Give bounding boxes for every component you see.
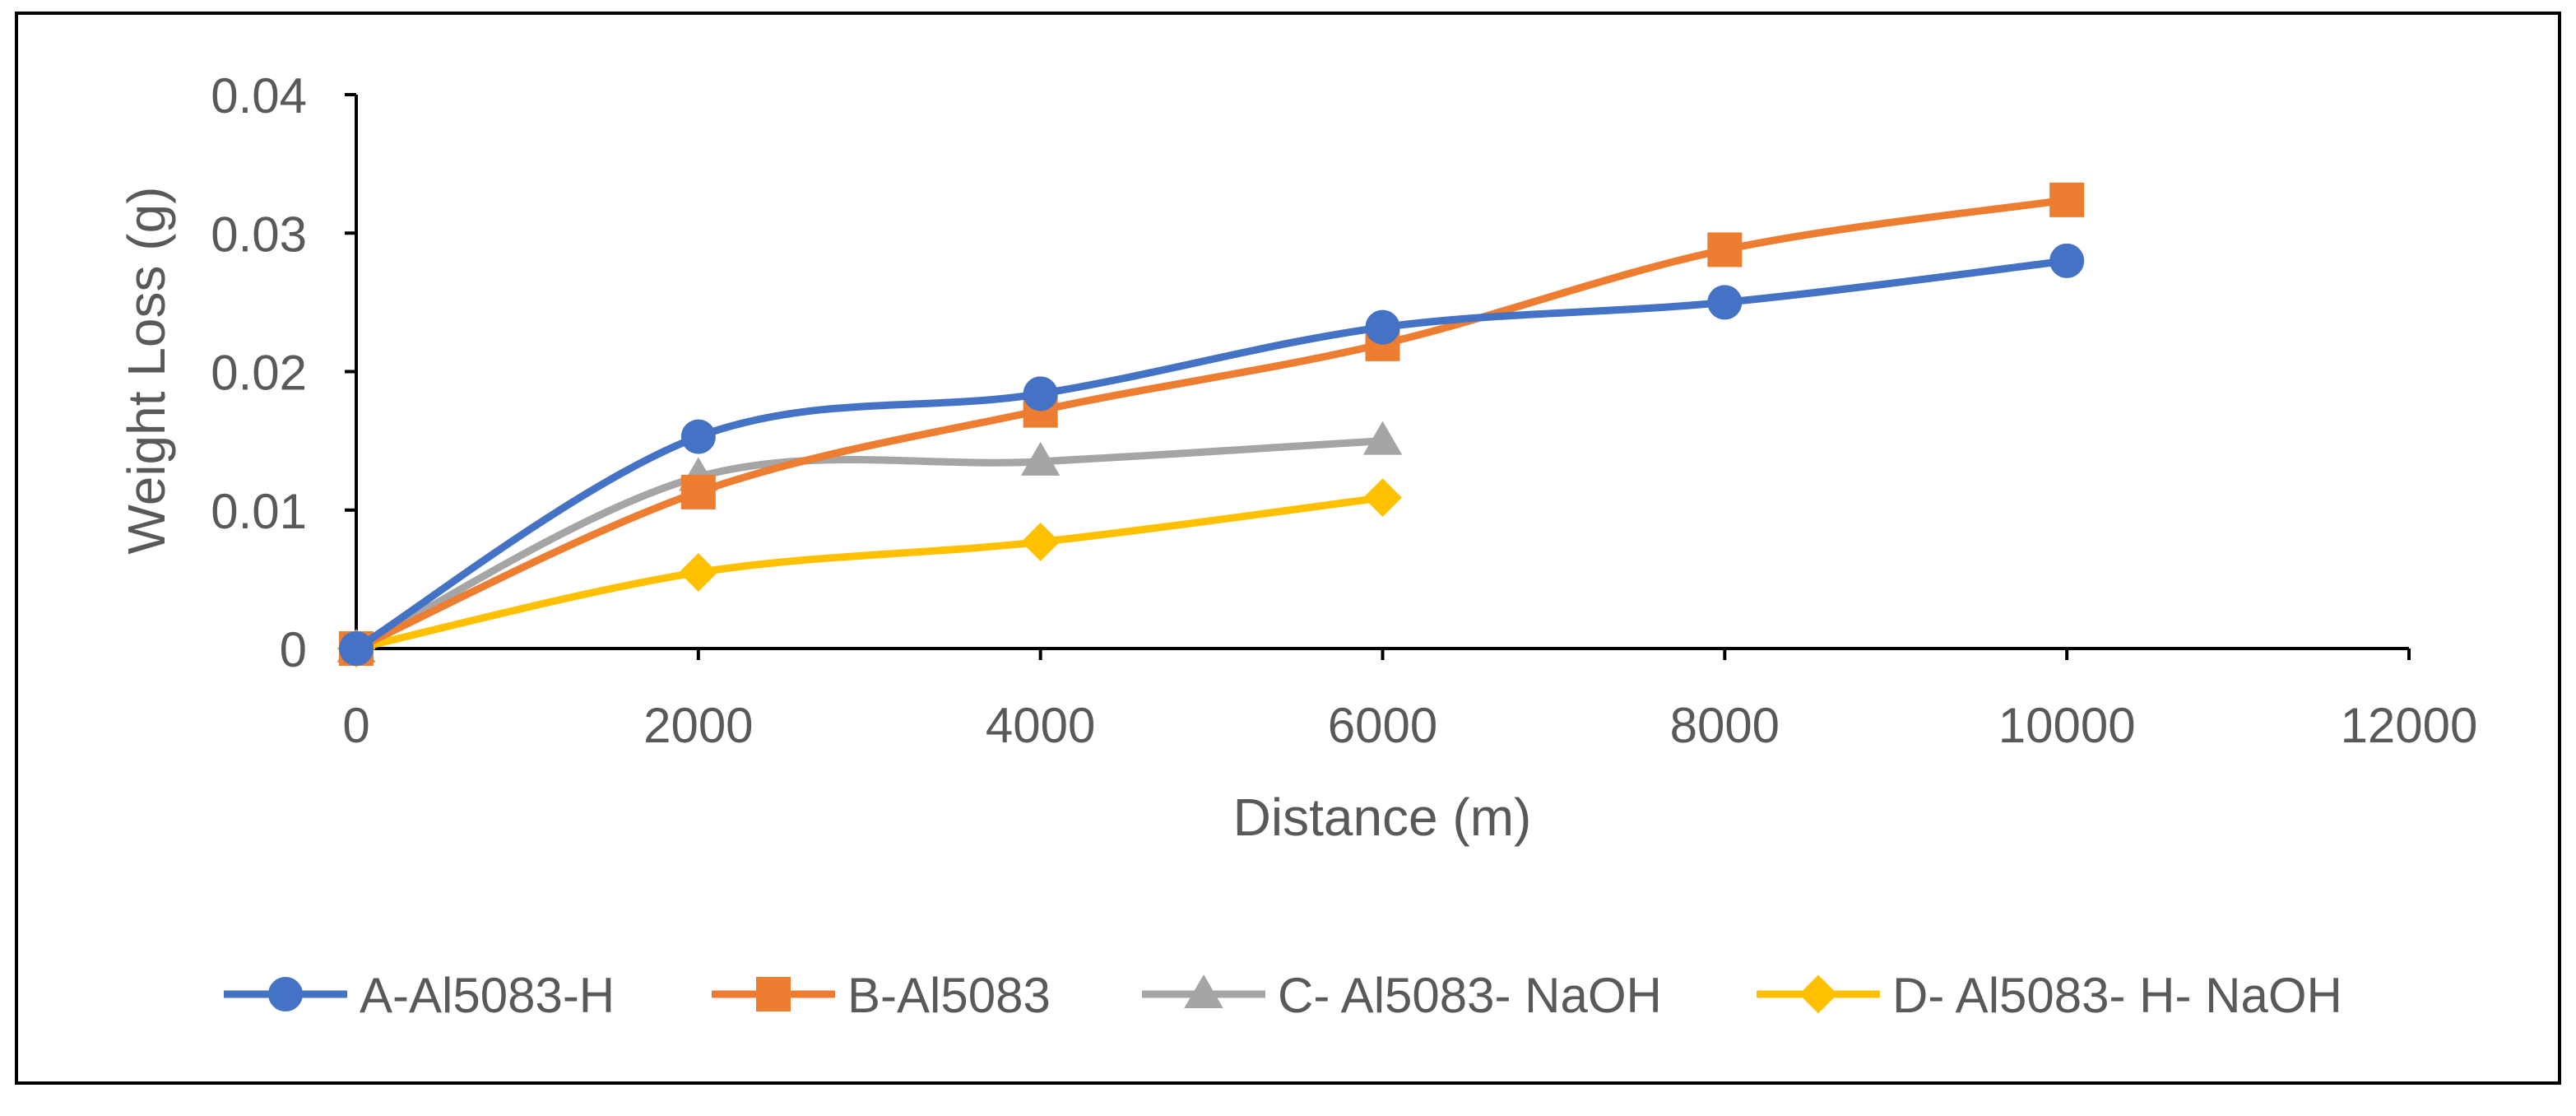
data-point xyxy=(1021,523,1061,561)
legend-marker xyxy=(1799,974,1838,1014)
data-point xyxy=(1363,478,1402,518)
data-point xyxy=(1362,421,1403,455)
x-tick-label: 2000 xyxy=(643,698,753,753)
data-point xyxy=(2049,243,2085,278)
x-tick-label: 12000 xyxy=(2341,698,2478,753)
data-point xyxy=(680,474,716,509)
x-tick-label: 4000 xyxy=(986,698,1095,753)
y-axis-label: Weight Loss (g) xyxy=(117,187,176,555)
legend-marker xyxy=(756,977,791,1011)
y-tick-label: 0.02 xyxy=(211,346,307,401)
data-point xyxy=(680,419,716,454)
data-point xyxy=(679,553,718,592)
data-point xyxy=(2049,182,2085,217)
outer-border xyxy=(15,12,2561,1085)
legend-marker xyxy=(1184,974,1223,1008)
legend-label: C- Al5083- NaOH xyxy=(1278,968,1662,1023)
series-line xyxy=(352,437,1386,653)
data-point xyxy=(1365,309,1400,345)
y-tick-label: 0.03 xyxy=(211,207,307,262)
x-tick-label: 10000 xyxy=(1998,698,2136,753)
series-line xyxy=(352,494,1386,653)
x-tick-label: 0 xyxy=(342,698,369,753)
x-axis-label: Distance (m) xyxy=(1233,788,1532,847)
legend-entry: A-Al5083-H xyxy=(224,968,615,1023)
y-tick-label: 0.04 xyxy=(211,68,307,123)
legend-entry: D- Al5083- H- NaOH xyxy=(1757,968,2342,1023)
data-point xyxy=(1707,232,1743,267)
x-tick-label: 8000 xyxy=(1670,698,1780,753)
y-tick-label: 0.01 xyxy=(211,484,307,539)
legend: A-Al5083-H B-Al5083 C- Al5083- NaOH D- Al50… xyxy=(224,968,2342,1023)
legend-entry: B-Al5083 xyxy=(712,968,1051,1023)
legend-label: A-Al5083-H xyxy=(360,968,615,1023)
y-tick-label: 0 xyxy=(280,622,307,677)
legend-marker xyxy=(268,977,303,1011)
data-point xyxy=(1020,441,1061,476)
data-point xyxy=(1707,285,1743,320)
legend-label: D- Al5083- H- NaOH xyxy=(1892,968,2342,1023)
legend-entry: C- Al5083- NaOH xyxy=(1142,968,1662,1023)
x-tick-label: 6000 xyxy=(1328,698,1437,753)
data-point xyxy=(1023,376,1058,412)
series-line xyxy=(352,257,2071,653)
legend-label: B-Al5083 xyxy=(847,968,1051,1023)
data-point xyxy=(339,631,374,666)
series-0 xyxy=(339,243,2085,666)
series-line xyxy=(352,196,2071,653)
